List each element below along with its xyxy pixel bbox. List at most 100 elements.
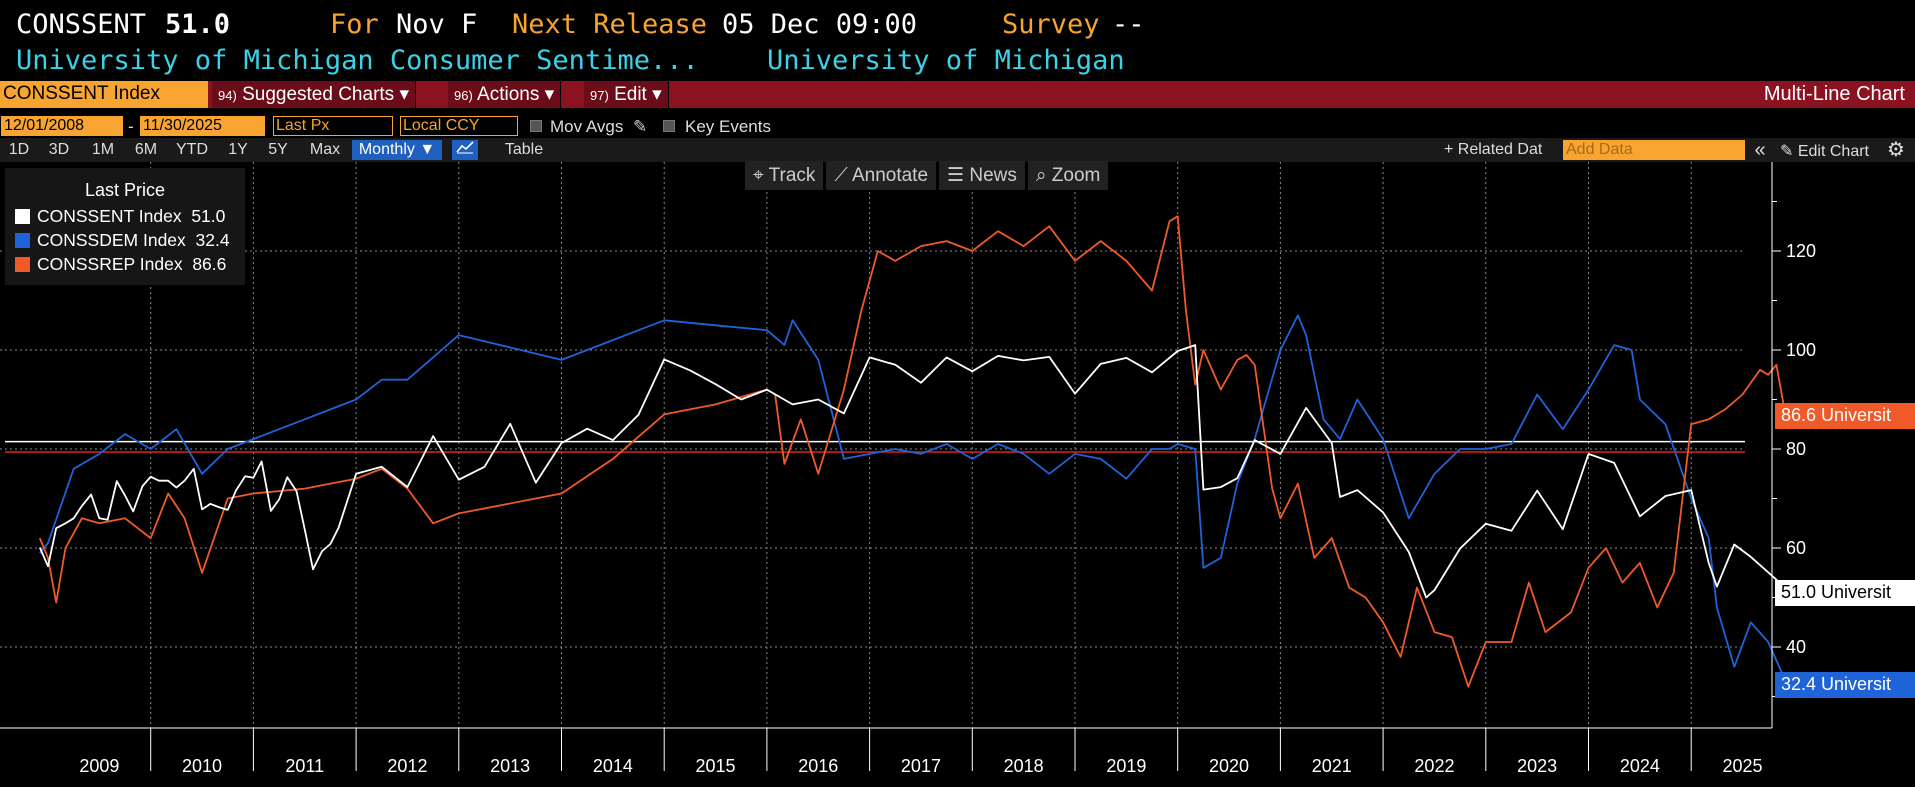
- range-bar: 1D 3D 1M 6M YTD 1Y 5Y Max Monthly ▼ Tabl…: [0, 138, 1915, 162]
- legend-label: CONSSREP Index: [37, 254, 183, 274]
- legend-swatch-consdem: [15, 233, 30, 248]
- collapse-icon[interactable]: «: [1754, 139, 1766, 161]
- key-events-checkbox[interactable]: [663, 120, 675, 132]
- x-tick-label: 2013: [490, 756, 530, 776]
- chart-legend[interactable]: Last Price CONSSENT Index 51.0 CONSSDEM …: [5, 168, 245, 285]
- y-tick-label: 120: [1786, 241, 1816, 261]
- currency-select[interactable]: Local CCY: [400, 116, 518, 136]
- chart-grid: [0, 162, 1745, 728]
- last-value: 51.0: [165, 9, 231, 40]
- legend-entry-consdem[interactable]: CONSSDEM Index 32.4: [15, 230, 230, 251]
- edit-label: Edit ▾: [614, 84, 662, 105]
- line-chart-icon[interactable]: [452, 140, 478, 160]
- x-tick-label: 2023: [1517, 756, 1557, 776]
- track-button[interactable]: ⌖ Track: [745, 161, 824, 190]
- security-source[interactable]: University of Michigan: [767, 45, 1125, 76]
- field-select[interactable]: Last Px: [273, 116, 393, 136]
- legend-value: 86.6: [192, 254, 227, 274]
- next-release-label: Next Release: [512, 9, 708, 40]
- legend-swatch-consrep: [15, 257, 30, 272]
- security-description[interactable]: University of Michigan Consumer Sentime.…: [16, 45, 699, 76]
- legend-title: Last Price: [84, 180, 166, 200]
- news-button[interactable]: ☰ News: [939, 161, 1025, 190]
- x-tick-label: 2017: [901, 756, 941, 776]
- last-value-tag-consrep: 86.6 Universit: [1775, 403, 1915, 430]
- chart-series: [38, 215, 1787, 688]
- ticker-input[interactable]: CONSSENT Index: [0, 81, 208, 108]
- range-1m[interactable]: 1M: [91, 141, 115, 158]
- series-line-conssent[interactable]: [38, 344, 1787, 599]
- chart-axes: 2009 2010 2011 2012 2013 2014 2015 2016 2017 2018…: [0, 162, 1816, 776]
- range-3d[interactable]: 3D: [48, 141, 70, 158]
- related-data-button[interactable]: + Related Dat: [1444, 141, 1543, 158]
- x-tick-label: 2012: [387, 756, 427, 776]
- menu-bar: CONSSENT Index 94) Suggested Charts ▾ 96…: [0, 81, 1915, 108]
- y-tick-label: 80: [1786, 439, 1806, 459]
- security-header: CONSSENT 51.0 For Nov F Next Release 05 …: [0, 0, 1915, 80]
- x-tick-label: 2011: [285, 756, 324, 776]
- x-tick-label: 2015: [696, 756, 736, 776]
- x-tick-label: 2021: [1312, 756, 1352, 776]
- range-max[interactable]: Max: [309, 141, 341, 158]
- edit-chart-button[interactable]: ✎ Edit Chart: [1780, 143, 1869, 160]
- mov-avgs-label: Mov Avgs: [550, 117, 624, 136]
- pencil-icon[interactable]: ✎: [633, 117, 648, 136]
- frequency-select[interactable]: Monthly ▼: [352, 140, 442, 160]
- actions-label: Actions ▾: [477, 84, 555, 105]
- legend-label: CONSSENT Index: [37, 206, 182, 226]
- legend-label: CONSSDEM Index: [37, 230, 186, 250]
- survey-value: --: [1112, 9, 1145, 40]
- survey-label: Survey: [1002, 9, 1100, 40]
- x-tick-label: 2020: [1209, 756, 1249, 776]
- reference-lines: [5, 440, 1745, 453]
- x-tick-label: 2018: [1004, 756, 1044, 776]
- chart-type-label: Multi-Line Chart: [1763, 83, 1905, 105]
- multi-line-chart[interactable]: 2009 2010 2011 2012 2013 2014 2015 2016 2017 2018…: [0, 162, 1915, 787]
- range-ytd[interactable]: YTD: [176, 141, 208, 158]
- range-5y[interactable]: 5Y: [268, 141, 288, 158]
- range-6m[interactable]: 6M: [134, 141, 158, 158]
- actions-number: 96): [454, 88, 473, 103]
- x-tick-label: 2010: [182, 756, 222, 776]
- series-line-conssrep[interactable]: [38, 215, 1787, 688]
- last-value-tag-consdem: 32.4 Universit: [1775, 671, 1915, 698]
- range-1d[interactable]: 1D: [8, 141, 30, 158]
- edit-number: 97): [590, 88, 609, 103]
- legend-entry-consrep[interactable]: CONSSREP Index 86.6: [15, 254, 226, 275]
- edit-button[interactable]: 97) Edit ▾: [584, 81, 669, 108]
- annotate-button[interactable]: ⟋ Annotate: [826, 161, 937, 190]
- ticker: CONSSENT: [16, 9, 147, 40]
- zoom-button[interactable]: ⌕ Zoom: [1027, 161, 1109, 190]
- end-date-field[interactable]: 11/30/2025: [140, 116, 265, 136]
- x-tick-label: 2016: [798, 756, 838, 776]
- actions-button[interactable]: 96) Actions ▾: [448, 81, 562, 108]
- legend-swatch-consent: [15, 209, 30, 224]
- y-tick-label: 60: [1786, 538, 1806, 558]
- x-tick-label: 2022: [1414, 756, 1454, 776]
- x-tick-label: 2019: [1106, 756, 1146, 776]
- chart-toolbar: ⌖ Track ⟋ Annotate ☰ News ⌕ Zoom: [745, 161, 1109, 190]
- x-tick-label: 2025: [1723, 756, 1763, 776]
- range-1y[interactable]: 1Y: [228, 141, 248, 158]
- gear-icon[interactable]: ⚙: [1887, 139, 1905, 161]
- table-button[interactable]: Table: [504, 141, 544, 158]
- options-bar: 12/01/2008 - 11/30/2025 Last Px Local CC…: [0, 114, 1915, 138]
- x-tick-label: 2009: [79, 756, 119, 776]
- x-tick-label: 2024: [1620, 756, 1660, 776]
- mov-avgs-checkbox[interactable]: [530, 120, 542, 132]
- x-tick-label: 2014: [593, 756, 633, 776]
- add-data-input[interactable]: Add Data: [1563, 140, 1745, 160]
- suggested-charts-number: 94): [218, 88, 237, 103]
- legend-value: 51.0: [191, 206, 226, 226]
- legend-entry-consent[interactable]: CONSSENT Index 51.0: [15, 206, 225, 227]
- suggested-charts-button[interactable]: 94) Suggested Charts ▾: [212, 81, 416, 108]
- period: Nov F: [396, 9, 478, 40]
- next-release-date: 05 Dec 09:00: [722, 9, 918, 40]
- start-date-field[interactable]: 12/01/2008: [1, 116, 123, 136]
- series-line-conssdem[interactable]: [39, 314, 1787, 682]
- for-label: For: [330, 9, 379, 40]
- last-value-tag-consent: 51.0 Universit: [1775, 579, 1915, 606]
- date-separator: -: [128, 117, 134, 136]
- legend-value: 32.4: [195, 230, 230, 250]
- y-tick-label: 40: [1786, 637, 1806, 657]
